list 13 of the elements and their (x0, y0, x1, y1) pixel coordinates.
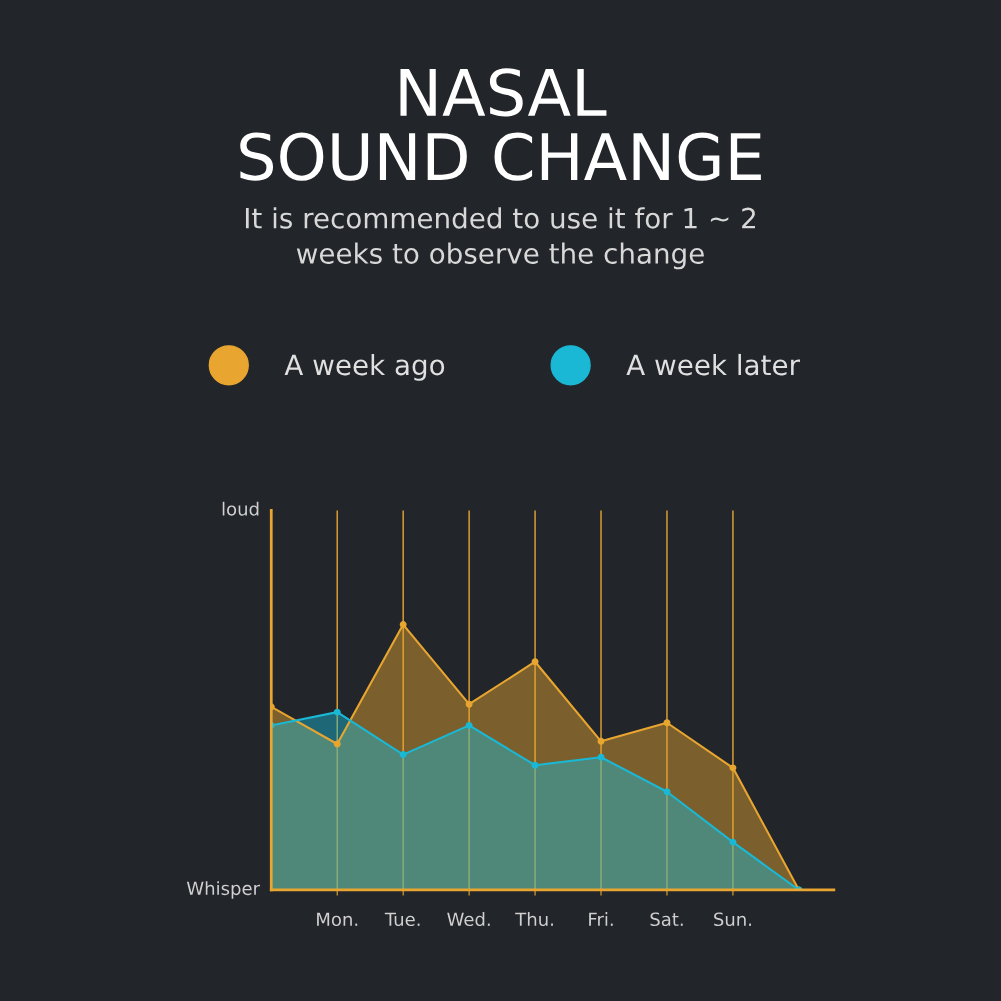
x-tick-label: Tue. (384, 912, 420, 927)
text: Whisper (186, 881, 261, 899)
x-tick-label: Thu. (515, 912, 553, 927)
x-tick-label: Fri. (589, 912, 613, 926)
x-tick-label: Wed. (447, 912, 490, 927)
chart-subtitle: It is recommended to use it for 1 ~ 2 weeks to observe the change (245, 207, 755, 270)
text: loud (222, 501, 259, 516)
chart-title: NASAL SOUND CHANGE (240, 68, 761, 181)
legend-label: A week ago (284, 353, 445, 381)
x-tick-label: Sun. (714, 912, 752, 927)
x-tick-label: Mon. (317, 912, 358, 927)
legend-label: A week later (626, 353, 800, 376)
x-tick-label: Sat. (650, 912, 683, 927)
